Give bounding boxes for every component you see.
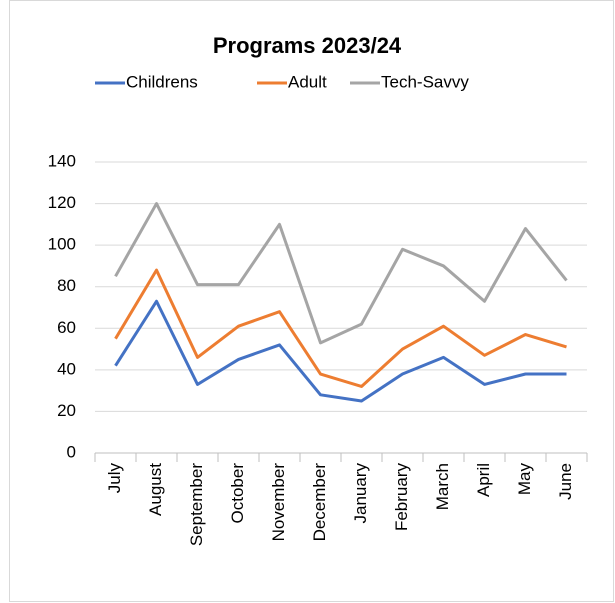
y-tick-label: 140 (48, 151, 76, 170)
x-tick-label: January (351, 463, 370, 524)
y-tick-label: 100 (48, 235, 76, 254)
legend-label: Childrens (126, 72, 198, 91)
x-tick-label: December (310, 463, 329, 542)
y-tick-label: 0 (67, 442, 76, 461)
x-tick-label: February (392, 463, 411, 532)
x-tick-label: September (187, 463, 206, 546)
x-tick-label: April (474, 463, 493, 497)
x-tick-label: May (515, 463, 534, 496)
chart-title: Programs 2023/24 (213, 33, 402, 58)
legend-label: Tech-Savvy (381, 72, 469, 91)
x-tick-label: August (146, 463, 165, 516)
y-tick-label: 20 (57, 401, 76, 420)
chart-frame (9, 0, 614, 602)
x-tick-label: July (105, 463, 124, 494)
x-tick-label: June (556, 463, 575, 500)
legend-label: Adult (288, 72, 327, 91)
y-tick-label: 60 (57, 318, 76, 337)
y-tick-label: 40 (57, 359, 76, 378)
x-tick-label: October (228, 463, 247, 524)
x-tick-label: November (269, 463, 288, 542)
series-line (114, 202, 568, 345)
series-line (114, 299, 567, 403)
x-tick-label: March (433, 463, 452, 510)
series-line (114, 268, 567, 388)
y-tick-label: 80 (57, 276, 76, 295)
y-tick-label: 120 (48, 193, 76, 212)
